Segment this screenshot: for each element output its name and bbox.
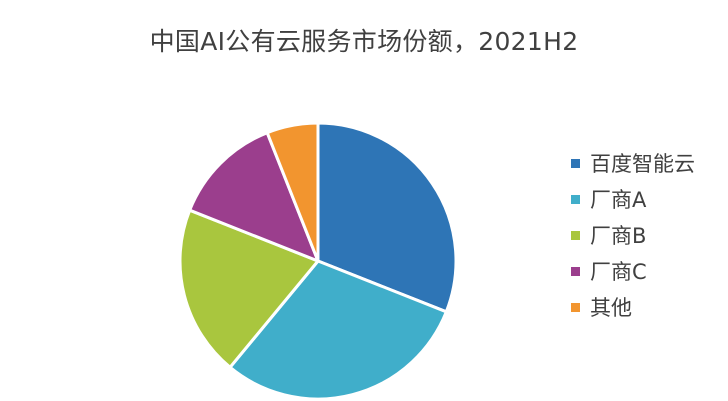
- pie-slice: [188, 131, 320, 263]
- pie-slice: [178, 208, 320, 369]
- legend-swatch: [571, 194, 580, 204]
- legend-item: 百度智能云: [571, 145, 695, 181]
- legend: 百度智能云 厂商A 厂商B 厂商C 其他: [571, 145, 695, 325]
- legend-swatch: [571, 266, 580, 276]
- pie-slice: [316, 121, 458, 314]
- legend-swatch: [571, 158, 580, 168]
- legend-swatch: [571, 230, 580, 240]
- legend-item: 厂商B: [571, 217, 695, 253]
- legend-label: 其他: [590, 296, 632, 320]
- legend-label: 百度智能云: [590, 152, 695, 176]
- pie-slice: [228, 259, 448, 401]
- legend-item: 厂商A: [571, 181, 695, 217]
- chart-title: 中国AI公有云服务市场份额，2021H2: [149, 27, 579, 56]
- legend-item: 厂商C: [571, 253, 695, 289]
- legend-label: 厂商A: [590, 188, 647, 212]
- legend-swatch: [571, 302, 580, 312]
- pie-slice: [265, 121, 320, 263]
- legend-item: 其他: [571, 289, 695, 325]
- legend-label: 厂商B: [590, 224, 647, 248]
- legend-label: 厂商C: [590, 260, 647, 284]
